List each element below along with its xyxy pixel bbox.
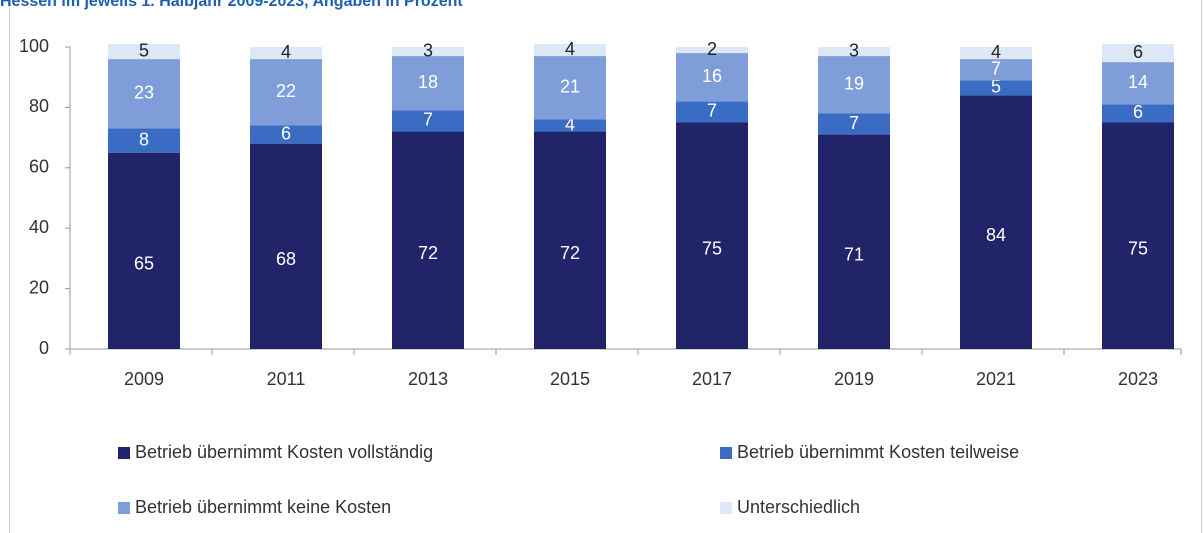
data-label: 4 (565, 39, 575, 59)
x-tick-label: 2019 (834, 369, 874, 389)
y-tick-label: 0 (39, 338, 49, 358)
bar-segment (392, 110, 464, 132)
data-label: 8 (139, 129, 149, 149)
data-label: 4 (565, 114, 575, 134)
data-label: 4 (991, 42, 1001, 62)
data-label: 71 (844, 245, 864, 265)
data-label: 6 (281, 123, 291, 143)
data-label: 7 (423, 110, 433, 130)
data-label: 6 (1133, 42, 1143, 62)
bar-segment (960, 59, 1032, 81)
data-label: 5 (991, 77, 1001, 97)
data-label: 75 (702, 239, 722, 259)
bar-segment (250, 143, 322, 349)
bar-segment (676, 53, 748, 102)
bar-segment (534, 43, 606, 57)
bar-segment (534, 119, 606, 132)
bar-segment (960, 47, 1032, 60)
data-label: 65 (134, 254, 154, 274)
chart-subtitle: Hessen im jeweils 1. Halbjahr 2009-2023,… (0, 0, 463, 10)
data-label: 19 (844, 74, 864, 94)
legend-label: Betrieb übernimmt Kosten vollständig (135, 442, 433, 462)
bar-segment (1102, 104, 1174, 123)
bar-segment (1102, 122, 1174, 349)
bar-segment (250, 125, 322, 144)
y-tick-label: 40 (29, 217, 49, 237)
y-tick-label: 100 (19, 36, 49, 56)
bar-segment (108, 128, 180, 153)
data-label: 75 (1128, 239, 1148, 259)
data-label: 72 (418, 243, 438, 263)
bar-segment (108, 59, 180, 129)
legend-swatch (118, 447, 130, 459)
bar-segment (1102, 43, 1174, 63)
bar-segment (250, 47, 322, 60)
legend-swatch (720, 502, 732, 514)
bar-segment (392, 47, 464, 57)
data-label: 14 (1128, 72, 1148, 92)
bar-segment (250, 59, 322, 126)
bar-segment (676, 122, 748, 349)
legend-label: Betrieb übernimmt keine Kosten (135, 497, 391, 517)
data-label: 16 (702, 66, 722, 86)
y-tick-label: 80 (29, 96, 49, 116)
bar-segment (534, 56, 606, 120)
x-tick-label: 2013 (408, 369, 448, 389)
data-label: 68 (276, 249, 296, 269)
bar-segment (818, 134, 890, 349)
data-label: 3 (849, 40, 859, 60)
bar-segment (534, 131, 606, 349)
data-label: 7 (849, 113, 859, 133)
bar-segment (108, 43, 180, 60)
x-tick-label: 2009 (124, 369, 164, 389)
bar-segment (392, 131, 464, 349)
data-label: 5 (139, 40, 149, 60)
bar-segment (960, 95, 1032, 349)
chart-frame (9, 0, 1202, 533)
data-label: 4 (281, 42, 291, 62)
data-label: 18 (418, 72, 438, 92)
bar-segment (108, 152, 180, 349)
bar-segment (392, 56, 464, 111)
bar-segment (818, 56, 890, 114)
data-label: 3 (423, 40, 433, 60)
y-tick-label: 20 (29, 277, 49, 297)
x-tick-label: 2011 (267, 369, 306, 389)
data-label: 23 (134, 83, 154, 103)
legend-label: Unterschiedlich (737, 497, 860, 517)
data-label: 7 (991, 58, 1001, 78)
x-tick-label: 2015 (550, 369, 590, 389)
bar-segment (960, 80, 1032, 96)
legend-swatch (118, 502, 130, 514)
bar-segment (1102, 62, 1174, 105)
data-label: 72 (560, 243, 580, 263)
bar-segment (676, 47, 748, 54)
data-label: 6 (1133, 102, 1143, 122)
x-tick-label: 2023 (1118, 369, 1158, 389)
y-tick-label: 60 (29, 157, 49, 177)
data-label: 84 (986, 225, 1006, 245)
data-label: 7 (707, 101, 717, 121)
legend-swatch (720, 447, 732, 459)
legend-label: Betrieb übernimmt Kosten teilweise (737, 442, 1019, 462)
data-label: 22 (276, 81, 296, 101)
data-label: 21 (560, 77, 580, 97)
data-label: 2 (707, 39, 717, 59)
bar-segment (676, 101, 748, 123)
x-tick-label: 2017 (692, 369, 732, 389)
bar-segment (818, 47, 890, 57)
bar-segment (818, 113, 890, 135)
x-tick-label: 2021 (976, 369, 1016, 389)
